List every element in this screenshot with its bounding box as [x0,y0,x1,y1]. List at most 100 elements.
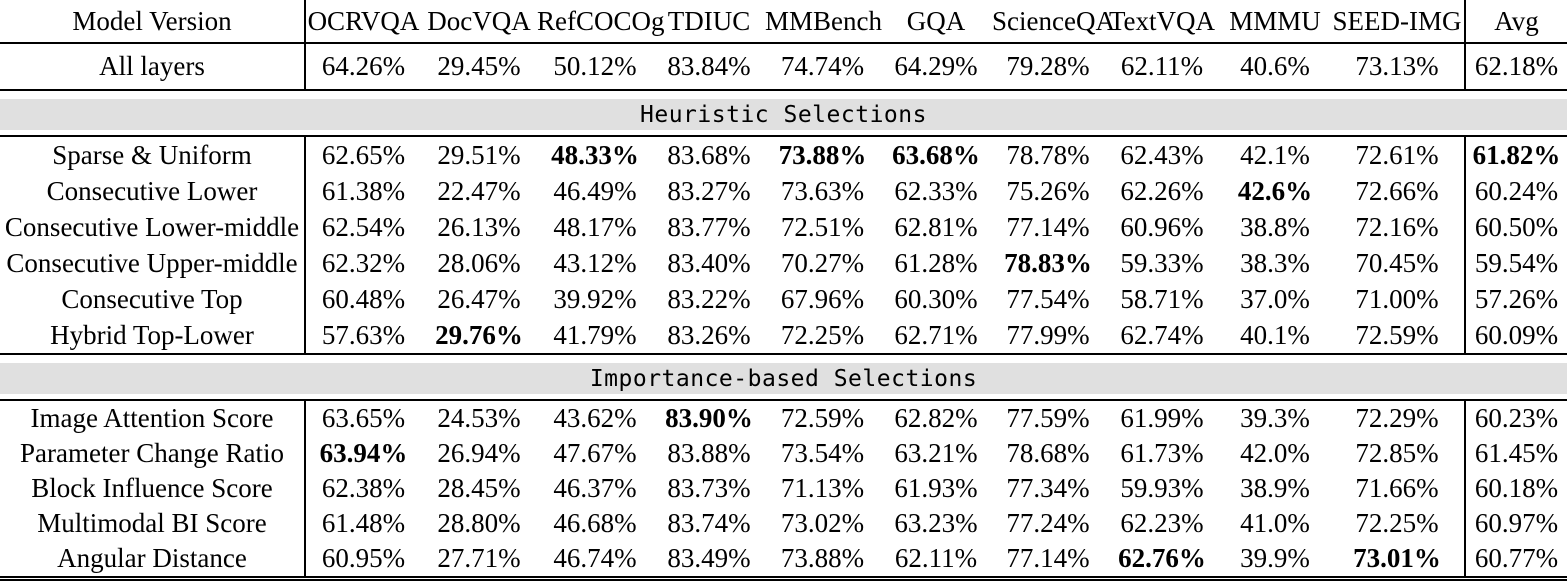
data-cell: 72.59% [1330,317,1465,355]
data-cell: 72.61% [1355,139,1439,170]
data-cell: 38.3% [1240,247,1310,278]
header-col-tdiuc: TDIUC [653,0,765,44]
data-cell: 62.54% [321,211,406,242]
table-row: Angular Distance 60.95% 27.71% 46.74% 83.49%… [0,541,1567,579]
avg-cell: 60.77% [1464,541,1567,579]
data-cell: 71.66% [1355,473,1439,503]
data-cell: 29.45% [421,43,537,91]
data-cell: 62.74% [1104,317,1220,355]
data-cell: 61.93% [894,473,978,503]
data-cell: 73.88% [778,139,867,170]
data-cell: 39.92% [553,283,637,314]
data-cell: 73.02% [780,508,865,538]
data-cell: 83.40% [667,247,751,278]
data-cell: 83.90% [665,403,753,433]
data-cell: 77.24% [1006,508,1090,538]
avg-cell: 60.24% [1464,173,1567,209]
table-row: Consecutive Lower 61.38% 22.47% 46.49% 83.27… [0,173,1567,209]
data-cell: 39.9% [1240,543,1310,573]
row-label: Hybrid Top-Lower [0,317,306,355]
data-cell: 26.13% [437,211,521,242]
data-cell: 63.68% [892,139,980,170]
data-cell: 63.94% [319,438,408,468]
data-cell: 46.74% [553,543,637,573]
table-row: Consecutive Top 60.48% 26.47% 39.92% 83.22% 6… [0,281,1567,317]
row-label: Angular Distance [0,541,306,579]
data-cell: 22.47% [437,175,521,206]
data-cell: 41.0% [1240,508,1310,538]
data-cell: 83.22% [667,283,751,314]
avg-cell: 60.09% [1464,317,1567,355]
data-cell: 62.26% [1120,175,1204,206]
data-cell: 39.3% [1240,403,1310,433]
section-header: Importance-based Selections [0,363,1567,394]
data-cell: 59.93% [1120,473,1204,503]
data-cell: 48.33% [551,139,639,170]
data-cell: 64.26% [305,43,421,91]
avg-cell: 60.23% [1464,400,1567,436]
data-cell: 62.76% [1118,543,1206,573]
data-cell: 43.62% [553,403,637,433]
data-cell: 62.81% [894,211,978,242]
row-label: All layers [0,43,306,91]
header-col-mmbench: MMBench [765,0,882,44]
header-row: Model Version OCRVQA DocVQA RefCOCOg TDI… [0,0,1567,44]
row-label: Consecutive Lower [0,173,306,209]
data-cell: 62.65% [321,139,406,170]
data-cell: 73.88% [780,543,865,573]
data-cell: 59.33% [1120,247,1204,278]
data-cell: 71.00% [1355,283,1439,314]
data-cell: 83.49% [667,543,751,573]
table-row: Hybrid Top-Lower 57.63% 29.76% 41.79% 83.26%… [0,317,1567,355]
data-cell: 28.06% [437,247,521,278]
avg-cell: 57.26% [1464,281,1567,317]
data-cell: 62.43% [1120,139,1204,170]
data-cell: 70.45% [1355,247,1439,278]
header-col-gqa: GQA [880,0,992,44]
data-cell: 62.11% [894,543,978,573]
data-cell: 72.29% [1355,403,1439,433]
data-cell: 57.63% [305,317,421,355]
data-cell: 72.59% [780,403,865,433]
data-cell: 83.74% [667,508,751,538]
data-cell: 72.66% [1355,175,1439,206]
data-cell: 61.73% [1120,438,1204,468]
data-cell: 42.1% [1240,139,1310,170]
data-cell: 79.28% [992,43,1104,91]
data-cell: 73.54% [780,438,865,468]
data-cell: 77.54% [1006,283,1090,314]
data-cell: 29.51% [437,139,521,170]
data-cell: 83.68% [667,139,751,170]
data-cell: 60.30% [894,283,978,314]
data-cell: 26.47% [437,283,521,314]
data-cell: 83.73% [667,473,751,503]
avg-cell: 61.45% [1464,436,1567,471]
header-col-mmmu: MMMU [1220,0,1330,44]
section-row: Heuristic Selections [0,90,1567,137]
data-cell: 77.99% [992,317,1104,355]
data-cell: 77.34% [1006,473,1090,503]
data-cell: 73.01% [1353,543,1441,573]
data-cell: 73.13% [1330,43,1465,91]
data-cell: 62.33% [894,175,978,206]
data-cell: 72.16% [1355,211,1439,242]
data-cell: 78.78% [1006,139,1090,170]
data-cell: 42.0% [1240,438,1310,468]
data-cell: 60.96% [1120,211,1204,242]
data-cell: 40.6% [1220,43,1330,91]
data-cell: 38.9% [1240,473,1310,503]
avg-cell: 62.18% [1464,43,1567,91]
section-header: Heuristic Selections [0,99,1567,130]
header-col-textvqa: TextVQA [1104,0,1220,44]
data-cell: 62.71% [880,317,992,355]
row-label: Block Influence Score [0,471,306,506]
row-label: Parameter Change Ratio [0,436,306,471]
row-label: Sparse & Uniform [0,136,306,173]
header-col-seed-img: SEED-IMG [1330,0,1465,44]
data-cell: 46.37% [553,473,637,503]
avg-cell: 60.18% [1464,471,1567,506]
data-cell: 75.26% [1006,175,1090,206]
data-cell: 26.94% [437,438,521,468]
data-cell: 62.11% [1104,43,1220,91]
data-cell: 71.13% [780,473,865,503]
